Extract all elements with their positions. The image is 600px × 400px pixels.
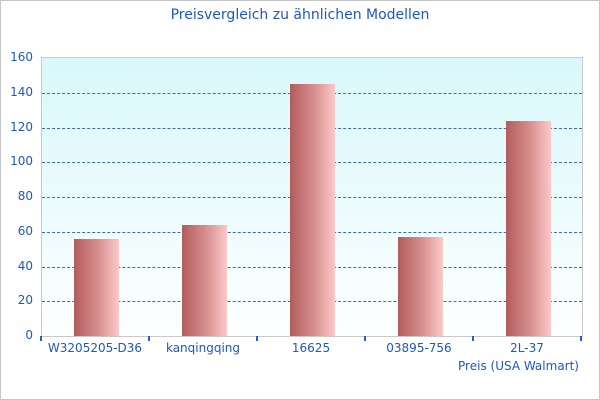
x-tick-mark	[40, 336, 42, 341]
bar	[398, 237, 443, 336]
bar	[506, 121, 551, 336]
x-tick-label: 16625	[291, 341, 331, 355]
y-tick-label: 140	[10, 85, 33, 99]
y-tick-label: 80	[17, 189, 33, 203]
x-tick-label: 2L-37	[510, 341, 544, 355]
y-tick-label: 60	[17, 224, 33, 238]
bar	[290, 84, 335, 336]
x-tick-mark	[148, 336, 150, 341]
x-tick-label: kanqingqing	[165, 341, 241, 355]
y-tick-label: 0	[25, 328, 33, 342]
bar	[74, 239, 119, 336]
bar	[182, 225, 227, 336]
x-tick-mark	[472, 336, 474, 341]
y-tick-label: 160	[10, 50, 33, 64]
x-tick-label: 03895-756	[386, 341, 452, 355]
y-tick-label: 40	[17, 259, 33, 273]
plot-area	[41, 57, 583, 337]
y-tick-label: 100	[10, 154, 33, 168]
chart-title: Preisvergleich zu ähnlichen Modellen	[170, 7, 430, 23]
x-tick-label: W3205205-D36	[47, 341, 143, 355]
x-axis-title: Preis (USA Walmart)	[458, 359, 579, 373]
y-tick-label: 120	[10, 120, 33, 134]
x-tick-mark	[580, 336, 582, 341]
x-tick-mark	[256, 336, 258, 341]
x-tick-mark	[364, 336, 366, 341]
y-tick-label: 20	[17, 293, 33, 307]
